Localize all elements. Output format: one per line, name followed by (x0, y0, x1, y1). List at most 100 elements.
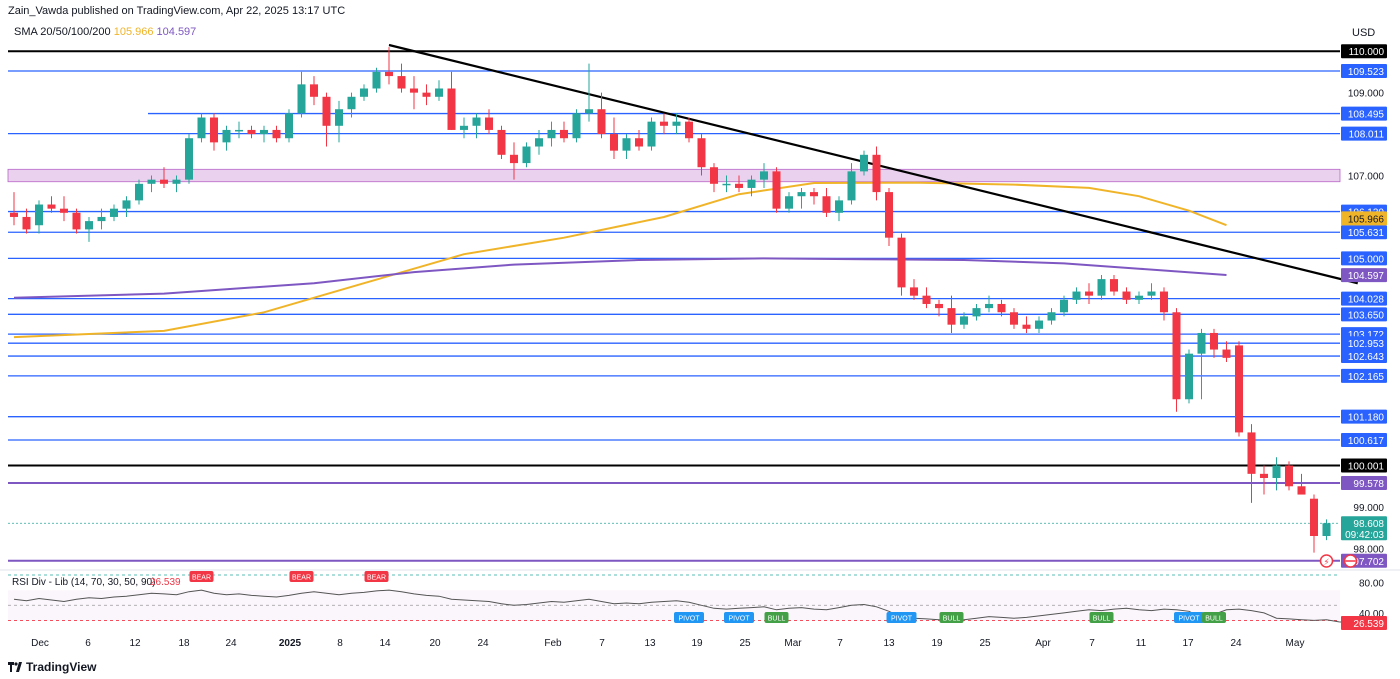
lightning-glyph: ⚡ (1323, 558, 1329, 568)
candle-body (1147, 291, 1156, 296)
candle-body (747, 179, 756, 188)
candle-body (197, 117, 206, 139)
candle-body (10, 212, 18, 217)
level-tag-text: 102.953 (1348, 339, 1385, 350)
rsi-bull-label (939, 612, 964, 623)
level-tag-text: 105.000 (1348, 254, 1385, 265)
sma-tag (1341, 268, 1387, 283)
time-tick: 2025 (279, 638, 302, 649)
candle-body (960, 316, 968, 325)
level-tag-text: 101.180 (1348, 413, 1385, 424)
candle-body (1097, 279, 1106, 296)
price-tick: 109.000 (1348, 89, 1385, 100)
level-tag-text: 108.011 (1349, 130, 1385, 141)
candle-body (947, 308, 956, 325)
rsi-current-tag-text: 26.539 (1353, 619, 1384, 630)
level-tag (1341, 368, 1387, 383)
time-tick: 19 (931, 638, 943, 649)
rsi-pivot-label-text: PIVOT (728, 616, 750, 623)
candle-body (347, 96, 356, 110)
candle-body (1210, 332, 1218, 350)
rsi-bear-label (364, 571, 389, 582)
candle-body (422, 92, 431, 97)
moving-averages-layer (13, 181, 1227, 339)
rsi-bear-label-text: BEAR (192, 575, 211, 582)
price-tick: 107.000 (1348, 172, 1385, 183)
candle-body (760, 171, 768, 180)
sma-tag-text: 105.966 (1348, 214, 1385, 225)
candle-body (185, 138, 193, 180)
candle-body (372, 71, 381, 89)
candle-body (397, 76, 406, 89)
candle-body (260, 129, 268, 135)
candle-body (710, 167, 718, 184)
time-tick: 6 (85, 638, 91, 649)
time-tick: 11 (1136, 638, 1147, 649)
rsi-bull-label (1202, 612, 1226, 623)
last-price-countdown: 09:42:03 (1345, 530, 1384, 541)
candle-body (210, 117, 218, 143)
candle-body (1260, 473, 1268, 478)
candle-body (460, 125, 468, 130)
time-tick: 18 (178, 638, 190, 649)
candle-body (85, 221, 93, 230)
candle-body (797, 192, 806, 197)
candle-body (1160, 291, 1168, 313)
candle-body (810, 192, 818, 197)
price-axis[interactable]: 110.000109.523108.495108.011106.130105.6… (1341, 44, 1387, 631)
time-tick: 19 (691, 638, 703, 649)
time-axis[interactable]: Dec 6 12 18 24 2025 8 14 20 24 Feb 7 13 19 25 Mar 7 13 19 2… (31, 638, 1304, 649)
currency-label: USD (1352, 27, 1376, 39)
price-tick: 99.000 (1353, 503, 1384, 514)
candle-body (1197, 332, 1206, 354)
candle-body (147, 179, 156, 184)
rsi-bear-label-text: BEAR (292, 575, 311, 582)
rsi-value: 26.539 (150, 577, 181, 588)
candle-body (485, 117, 493, 130)
level-tag (1341, 291, 1387, 306)
candle-body (1047, 312, 1056, 321)
candle-body (722, 183, 731, 186)
candle-body (1310, 498, 1318, 536)
level-tag (1341, 458, 1387, 473)
level-tag-text: 97.702 (1353, 557, 1384, 568)
level-tag (1341, 106, 1387, 121)
level-tag (1341, 126, 1387, 141)
sma-legend-value-2: 104.597 (156, 26, 197, 38)
sma-legend-value-1: 105.966 (113, 26, 154, 38)
candle-body (1010, 312, 1018, 325)
footer-brand[interactable]: TradingView (8, 660, 96, 674)
candle-body (1122, 291, 1131, 300)
candle-body (435, 88, 443, 97)
candle-body (872, 154, 881, 193)
candle-body (1035, 320, 1043, 329)
candle-body (997, 303, 1006, 313)
time-tick: May (1286, 638, 1305, 649)
candle-body (560, 129, 568, 139)
sma-line-orange (13, 181, 1227, 339)
candle-body (110, 208, 118, 217)
candle-body (835, 200, 843, 213)
candle-body (647, 121, 656, 147)
event-markers[interactable]: ⚡ (1319, 554, 1358, 568)
candle-body (285, 113, 293, 139)
candle-body (60, 208, 68, 213)
last-price-value: 98.608 (1353, 519, 1384, 530)
candle-body (585, 109, 593, 114)
sma-legend[interactable]: SMA 20/50/100/200 105.966 104.597 (14, 26, 196, 38)
horizontal-levels-layer (8, 50, 1340, 562)
candle-body (22, 216, 31, 230)
time-tick: 12 (129, 638, 141, 649)
candle-body (497, 129, 506, 155)
candle-body (235, 129, 243, 132)
candle-body (1185, 353, 1193, 400)
candles-layer (10, 47, 1331, 553)
level-tag-text: 100.001 (1348, 462, 1385, 473)
level-tag (1341, 251, 1387, 266)
rsi-pivot-label (1174, 612, 1204, 623)
candle-body (860, 154, 868, 172)
rsi-current-tag (1341, 616, 1387, 631)
candle-body (972, 308, 981, 317)
candle-body (247, 129, 256, 135)
